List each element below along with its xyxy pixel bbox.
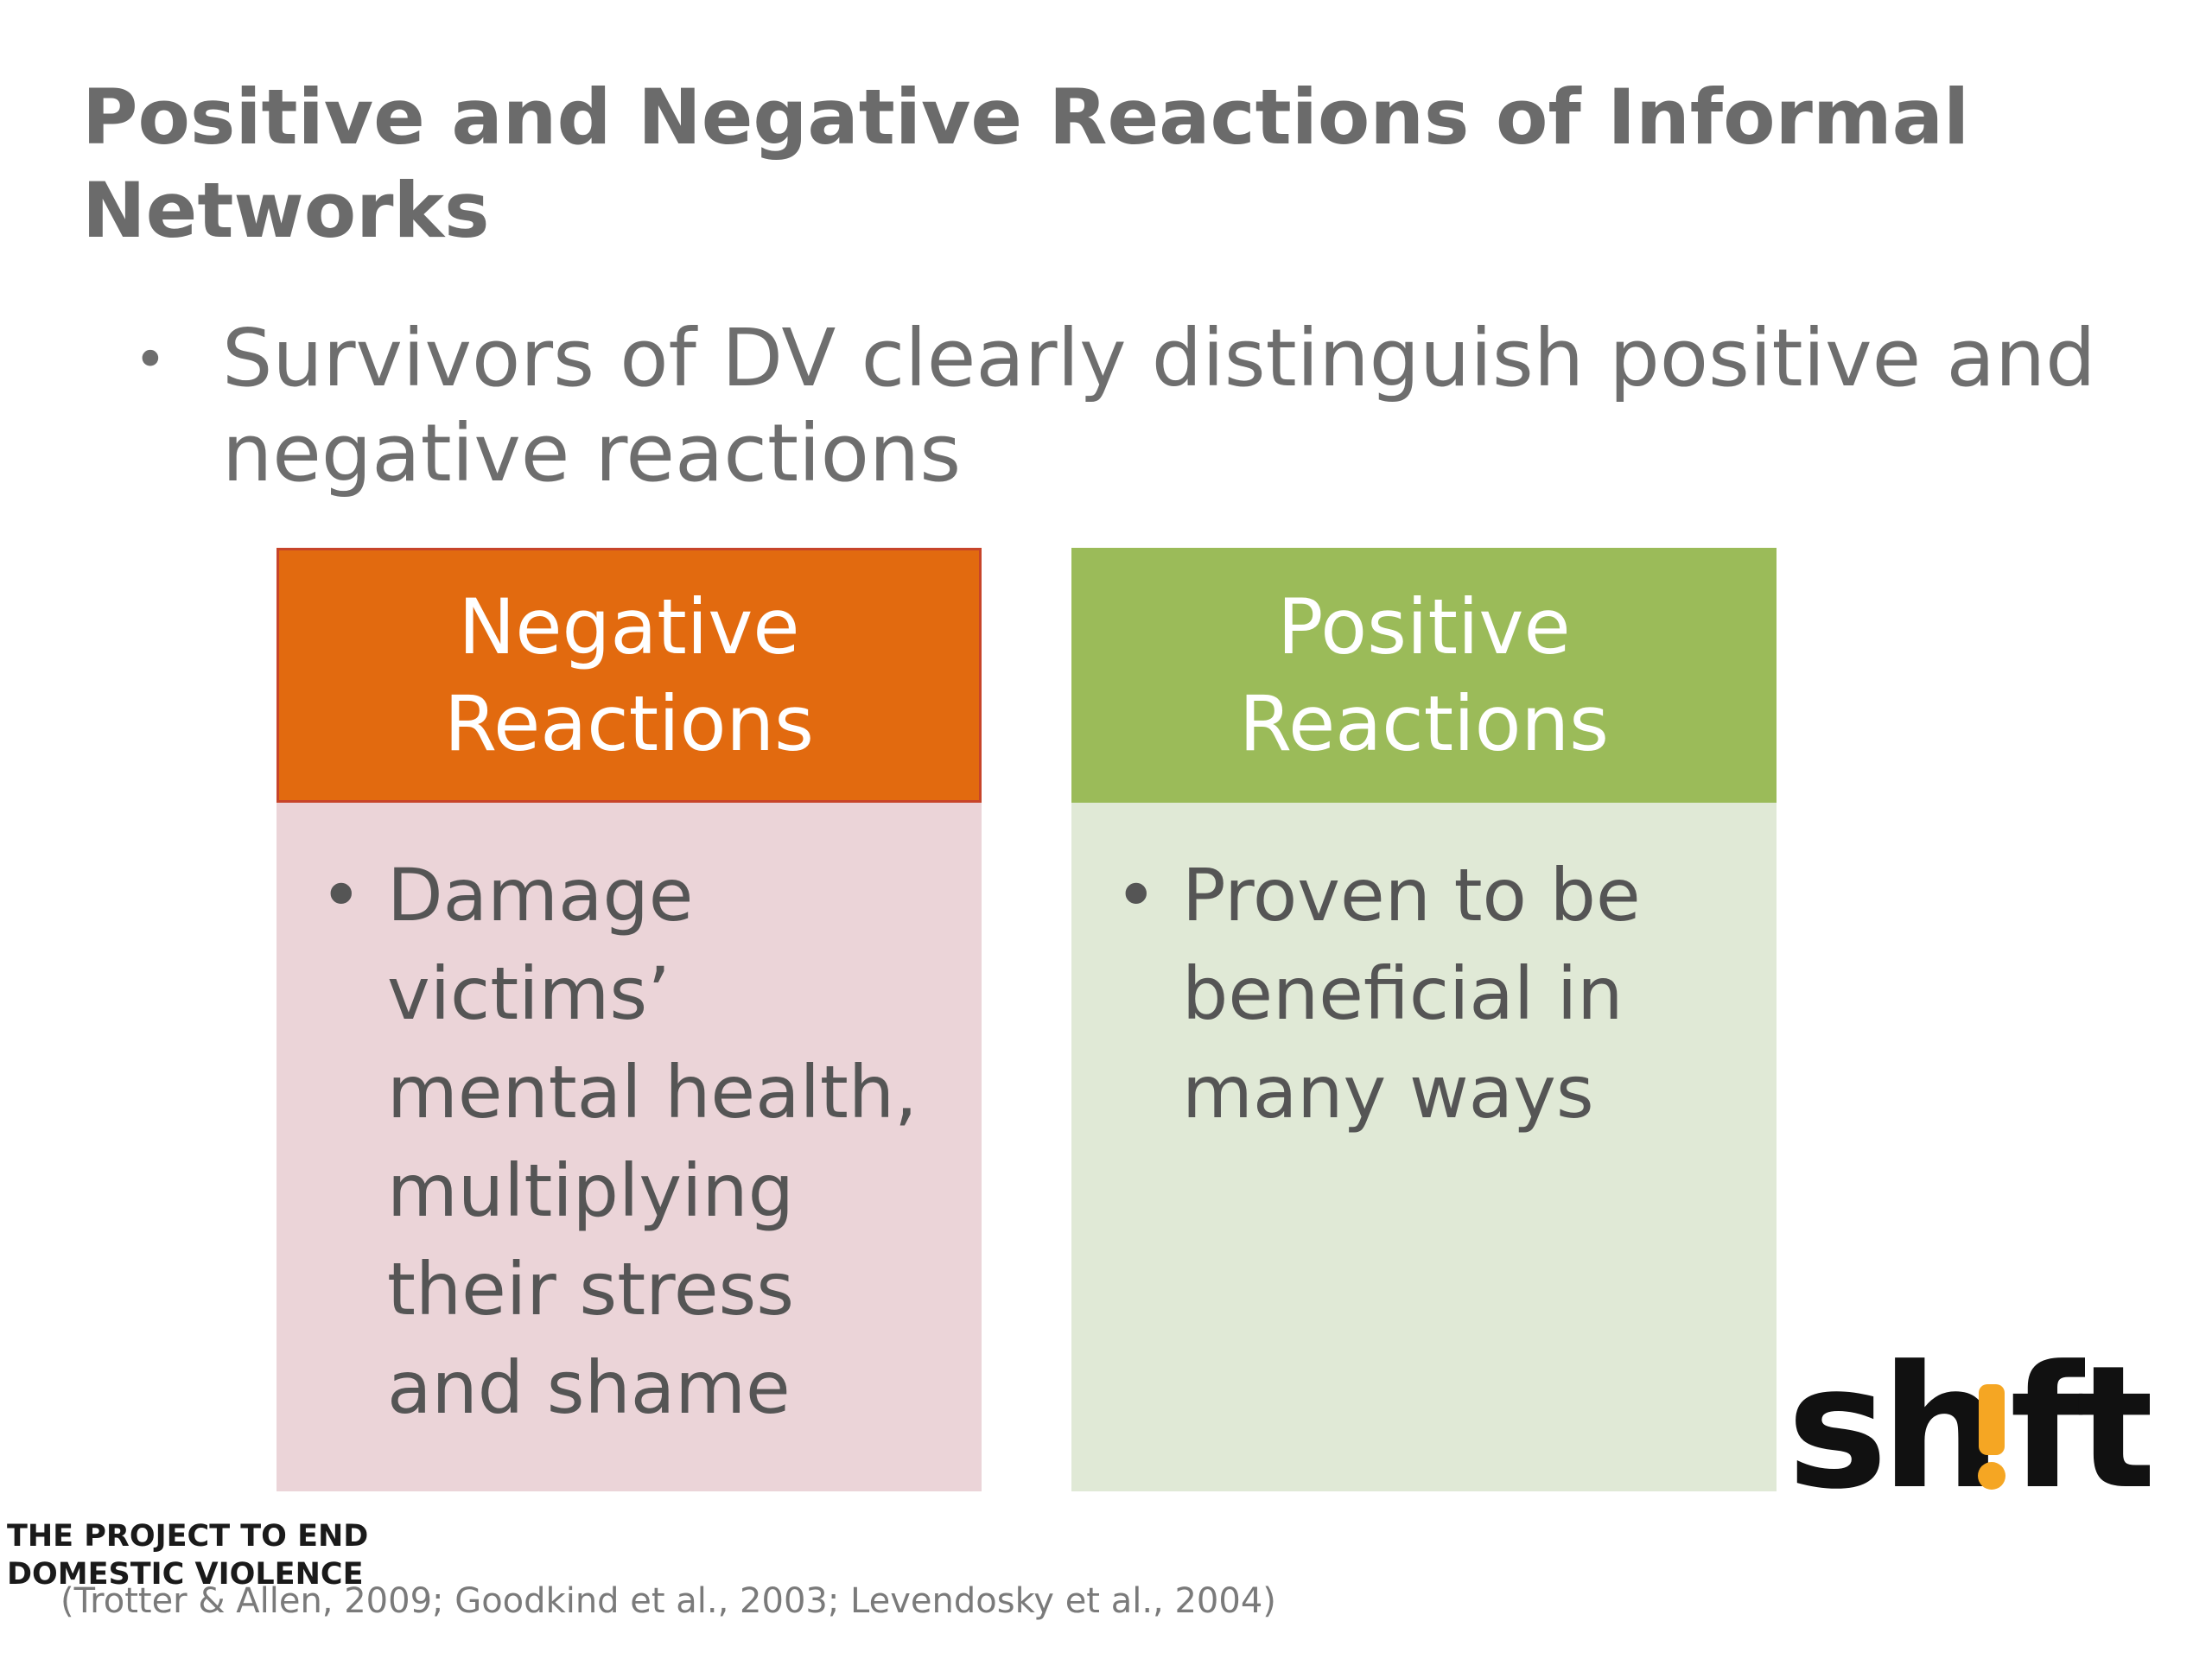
negative-reactions-heading: Negative Reactions	[443, 582, 815, 768]
shift-tagline: THE PROJECT TO END DOMESTIC VIOLENCE	[7, 1517, 370, 1593]
positive-reactions-body: • Proven to be beneficial in many ways	[1071, 803, 1777, 1491]
main-bullet: • Survivors of DV clearly distinguish po…	[130, 311, 2117, 501]
negative-reactions-body: • Damage victims’ mental health, multipl…	[276, 803, 982, 1491]
bullet-dot-icon: •	[320, 853, 363, 938]
svg-text:sh: sh	[1787, 1338, 1994, 1510]
negative-reactions-item-text: Damage victims’ mental health, multiplyi…	[387, 853, 918, 1430]
svg-text:ft: ft	[2010, 1338, 2150, 1510]
main-bullet-text: Survivors of DV clearly distinguish posi…	[222, 312, 2096, 499]
slide-title: Positive and Negative Reactions of Infor…	[82, 73, 1970, 255]
negative-reactions-header: Negative Reactions	[276, 548, 982, 803]
shift-logo: sh ft	[1787, 1338, 2150, 1597]
negative-reactions-item: • Damage victims’ mental health, multipl…	[320, 846, 947, 1437]
bullet-dot-icon: •	[1115, 853, 1158, 938]
positive-reactions-header: Positive Reactions	[1071, 548, 1777, 803]
shift-tagline-line1: THE PROJECT TO END	[7, 1519, 369, 1554]
positive-reactions-card: Positive Reactions • Proven to be benefi…	[1071, 548, 1777, 1491]
citation: (Trotter & Allen, 2009; Goodkind et al.,…	[60, 1581, 1276, 1621]
positive-reactions-item-text: Proven to be beneficial in many ways	[1182, 853, 1641, 1135]
shift-tagline-line2: DOMESTIC VIOLENCE	[7, 1557, 364, 1592]
negative-reactions-card: Negative Reactions • Damage victims’ men…	[276, 548, 982, 1491]
positive-reactions-item: • Proven to be beneficial in many ways	[1115, 846, 1742, 1141]
bullet-dot-icon: •	[134, 328, 167, 392]
positive-reactions-heading: Positive Reactions	[1238, 582, 1610, 768]
shift-wordmark-logo: sh ft	[1787, 1338, 2150, 1510]
